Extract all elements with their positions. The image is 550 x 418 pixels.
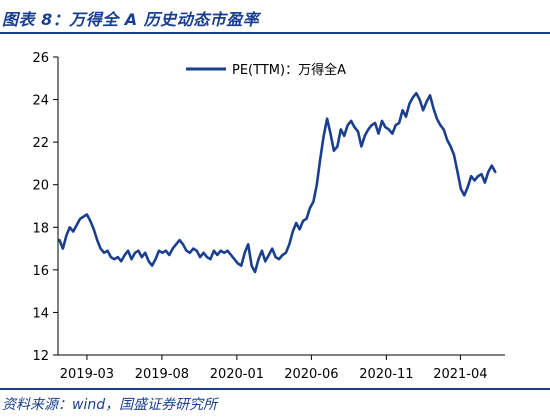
x-tick-label: 2020-01 bbox=[210, 367, 264, 382]
x-tick-label: 2019-03 bbox=[60, 367, 114, 382]
legend-label: PE(TTM)：万得全A bbox=[232, 62, 346, 78]
y-tick-label: 22 bbox=[32, 136, 49, 151]
y-tick-label: 14 bbox=[32, 306, 49, 321]
y-tick-label: 12 bbox=[32, 349, 49, 364]
y-tick-label: 20 bbox=[32, 179, 49, 194]
figure-title: 图表 8：万得全 A 历史动态市盈率 bbox=[2, 10, 260, 29]
pe-line-chart: 12 14 16 18 20 22 24 26 2019-03 2019-08 2020-01 202… bbox=[32, 51, 505, 382]
figure-header: 图表 8：万得全 A 历史动态市盈率 bbox=[0, 0, 550, 36]
x-tick-label: 2019-08 bbox=[135, 367, 189, 382]
x-tick-label: 2021-04 bbox=[433, 367, 487, 382]
figure-footer: 资料来源：wind，国盛证券研究所 bbox=[0, 386, 550, 418]
y-tick-label: 18 bbox=[32, 221, 49, 236]
y-tick-label: 26 bbox=[32, 51, 49, 66]
x-tick-label: 2020-06 bbox=[284, 367, 338, 382]
series-line bbox=[58, 91, 497, 274]
source-note: 资料来源：wind，国盛证券研究所 bbox=[2, 397, 218, 413]
plot-area: 12 14 16 18 20 22 24 26 2019-03 2019-08 2020-01 202… bbox=[32, 51, 505, 382]
y-tick-label: 16 bbox=[32, 264, 49, 279]
header-divider bbox=[0, 32, 550, 34]
y-tick-label: 24 bbox=[32, 94, 49, 109]
x-tick-label: 2020-11 bbox=[359, 367, 413, 382]
footer-divider bbox=[0, 388, 550, 390]
